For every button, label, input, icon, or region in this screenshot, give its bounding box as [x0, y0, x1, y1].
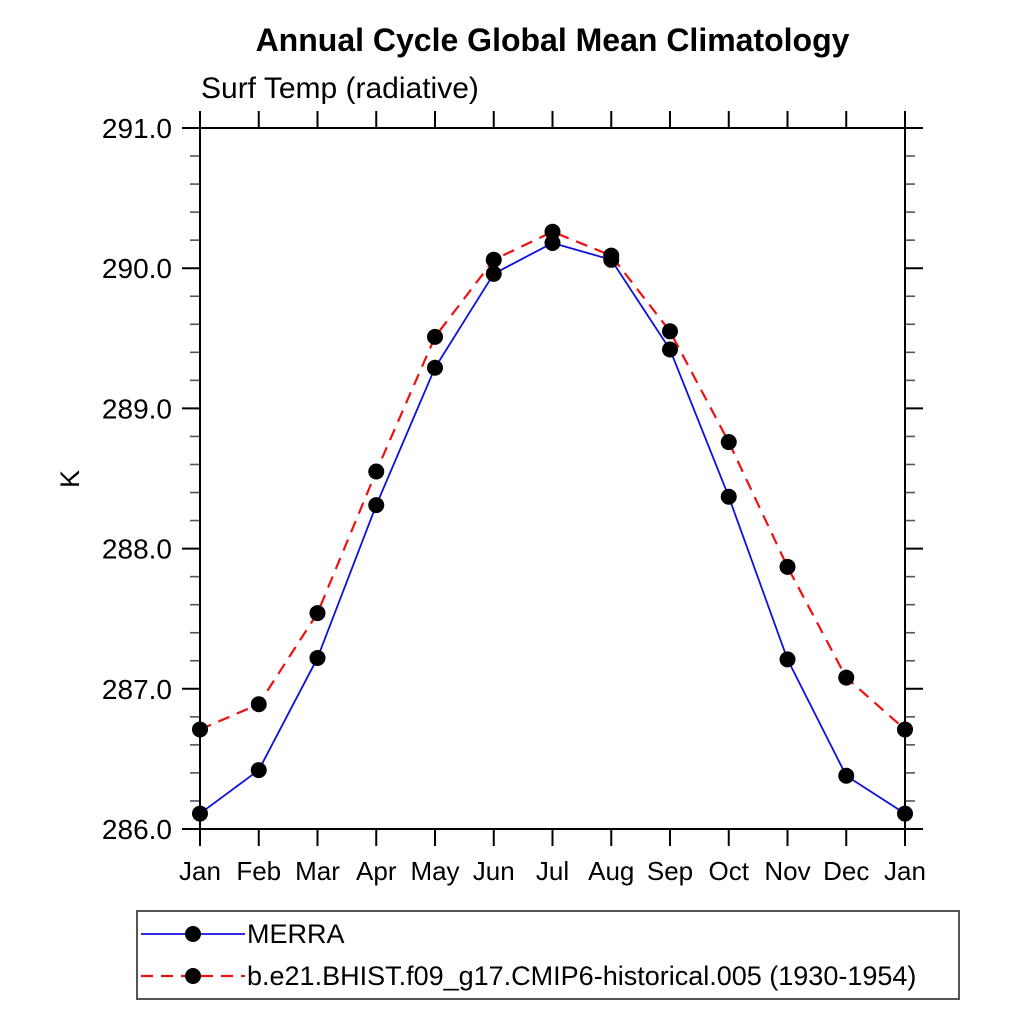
merra-line-sample — [141, 926, 245, 942]
x-tick-label: May — [410, 856, 459, 886]
x-tick-label: Oct — [709, 856, 750, 886]
legend-label-merra: MERRA — [247, 918, 345, 949]
data-point-marker — [192, 805, 208, 822]
x-tick-label: Apr — [356, 856, 397, 886]
x-tick-label: Aug — [588, 856, 634, 886]
x-tick-label: Jul — [536, 856, 569, 886]
y-tick-label: 287.0 — [102, 674, 172, 705]
data-point-marker — [485, 265, 502, 282]
model-line-sample — [141, 968, 245, 984]
data-point-marker — [544, 223, 561, 240]
data-point-marker — [427, 359, 443, 376]
legend-item-model: b.e21.BHIST.f09_g17.CMIP6-historical.005… — [138, 956, 958, 996]
x-tick-label: Feb — [236, 856, 281, 886]
y-tick-label: 291.0 — [102, 113, 172, 144]
x-tick-label: Jan — [884, 856, 926, 886]
data-point-marker — [779, 558, 796, 575]
data-point-marker — [485, 251, 502, 268]
y-tick-label: 289.0 — [102, 393, 172, 424]
x-tick-label: Jan — [179, 856, 221, 886]
legend-label-model: b.e21.BHIST.f09_g17.CMIP6-historical.005… — [247, 960, 917, 991]
y-tick-label: 286.0 — [102, 814, 172, 845]
data-point-marker — [838, 767, 855, 784]
data-point-marker — [720, 488, 737, 505]
x-tick-label: Dec — [823, 856, 869, 886]
data-point-marker — [662, 341, 678, 358]
data-point-marker — [368, 497, 385, 514]
x-tick-label: Nov — [764, 856, 810, 886]
data-point-marker — [897, 805, 913, 822]
data-point-marker — [779, 651, 796, 668]
x-tick-label: Sep — [647, 856, 693, 886]
data-point-marker — [603, 247, 620, 264]
data-point-marker — [250, 762, 267, 779]
data-point-marker — [897, 721, 913, 738]
x-tick-label: Jun — [473, 856, 515, 886]
legend-sample-marker — [185, 926, 201, 942]
data-point-marker — [720, 434, 737, 451]
model-line — [199, 230, 906, 731]
y-tick-label: 288.0 — [102, 534, 172, 565]
y-tick-label: 290.0 — [102, 253, 172, 284]
data-point-marker — [662, 323, 678, 340]
legend-sample-marker — [185, 968, 201, 984]
data-point-marker — [838, 669, 855, 686]
data-point-marker — [427, 328, 443, 345]
data-point-marker — [544, 234, 561, 251]
data-point-marker — [309, 605, 326, 622]
merra-line — [199, 241, 906, 815]
plot-frame — [199, 127, 906, 830]
legend-item-merra: MERRA — [138, 914, 958, 954]
data-point-marker — [192, 721, 208, 738]
chart-subtitle: Surf Temp (radiative) — [201, 72, 479, 105]
data-point-marker — [250, 696, 267, 713]
data-point-marker — [368, 463, 385, 480]
chart-title: Annual Cycle Global Mean Climatology — [255, 22, 850, 58]
legend-box: MERRA b.e21.BHIST.f09_g17.CMIP6-historic… — [136, 910, 960, 1000]
data-point-marker — [309, 649, 326, 666]
x-tick-label: Mar — [295, 856, 340, 886]
